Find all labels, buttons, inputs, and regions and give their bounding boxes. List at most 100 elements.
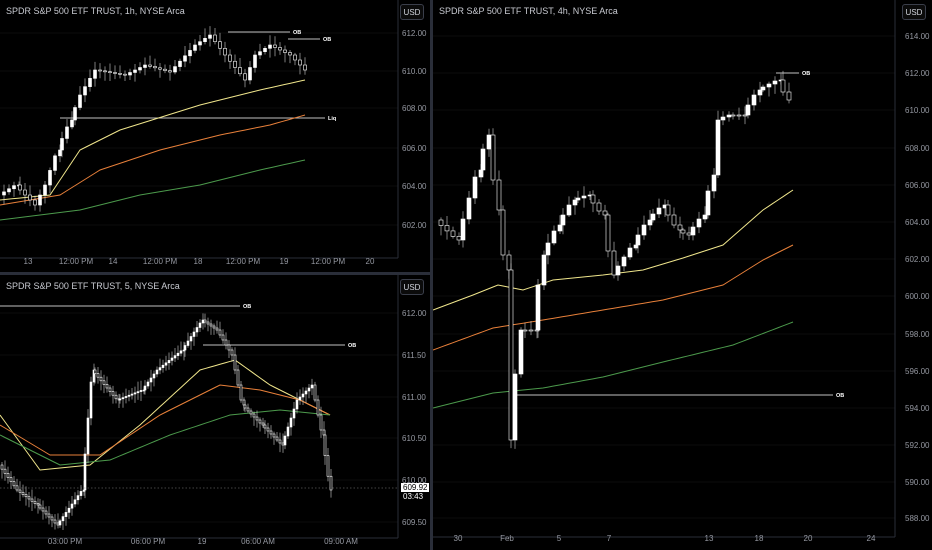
p3-candle — [456, 236, 462, 241]
p3-candle — [656, 207, 662, 215]
x-tick-label: 5 — [557, 534, 562, 543]
p1-candle — [138, 67, 142, 71]
p2-candle — [64, 512, 68, 517]
p2-candle — [127, 394, 131, 397]
p2-candle — [183, 345, 187, 351]
chart-title: SPDR S&P 500 ETF TRUST, 1h, NYSE Arca — [6, 6, 185, 16]
x-tick-label: 12:00 PM — [59, 257, 94, 266]
p2-candle — [218, 329, 222, 336]
ma-mid-line — [0, 384, 331, 456]
p3-candle — [736, 114, 742, 117]
y-tick-label: 614.00 — [905, 32, 930, 41]
p3-candle — [575, 197, 581, 201]
p2-candle — [124, 396, 128, 398]
p2-candle — [266, 427, 270, 432]
p2-candle — [198, 322, 202, 328]
ma-slow-line — [0, 409, 331, 466]
chart-canvas-4h[interactable]: 614.00 612.00 610.00 608.00 606.00 604.00 602.… — [433, 0, 932, 550]
p2-candle — [243, 404, 247, 409]
p2-candle — [161, 364, 165, 368]
p2-candle — [53, 519, 57, 524]
p3-candle — [512, 373, 518, 441]
p1-candle — [203, 38, 207, 42]
y-tick-label: 600.00 — [905, 292, 930, 301]
x-tick-label: 19 — [280, 257, 289, 266]
p2-candle — [9, 477, 13, 482]
y-tick-label: 609.50 — [402, 518, 427, 527]
p2-candle — [275, 436, 279, 441]
p2-candle — [201, 319, 205, 324]
chart-canvas-1h[interactable]: 612.00 610.00 608.00 606.00 604.00 602.00 13 12… — [0, 0, 430, 272]
p2-candle — [6, 473, 10, 478]
p1-candle — [223, 48, 227, 56]
pane-divider-horizontal[interactable] — [0, 272, 430, 275]
p2-candle — [252, 413, 256, 418]
p3-candle — [566, 204, 572, 216]
p2-candle — [319, 414, 323, 431]
p2-candle — [27, 496, 31, 500]
p2-candle — [89, 381, 93, 419]
p1-candle — [148, 64, 152, 67]
p3-candle — [590, 194, 596, 204]
p1-candle — [303, 64, 307, 71]
p2-candle — [76, 495, 80, 501]
y-tick-label: 611.00 — [402, 393, 426, 402]
chart-pane-1h[interactable]: 612.00 610.00 608.00 606.00 604.00 602.00 13 12… — [0, 0, 430, 272]
p1-candle — [2, 191, 6, 196]
p3-candle — [677, 224, 683, 231]
p3-candle — [760, 86, 766, 91]
p3-candle — [711, 174, 717, 192]
p1-candle — [163, 68, 167, 71]
p2-candle — [111, 391, 115, 396]
p3-candle — [466, 197, 472, 220]
p2-candle — [3, 468, 7, 474]
y-tick-label: 588.00 — [905, 514, 930, 523]
x-tick-label: 06:00 AM — [241, 537, 275, 546]
p2-candle — [176, 352, 180, 356]
p2-candle — [186, 340, 190, 346]
p3-candle — [720, 116, 726, 121]
p2-candle — [298, 396, 302, 401]
x-tick-label: 18 — [755, 534, 764, 543]
p1-candle — [153, 66, 157, 69]
y-tick-label: 606.00 — [905, 181, 930, 190]
p2-candle — [167, 360, 171, 364]
currency-button[interactable]: USD — [400, 279, 424, 295]
p2-candle — [50, 516, 54, 521]
p3-candle — [665, 204, 671, 216]
p2-candle — [114, 394, 118, 400]
p2-candle — [61, 516, 65, 522]
p2-candle — [83, 453, 87, 491]
p1-candle — [88, 78, 92, 87]
ma-mid-line — [433, 244, 794, 351]
p3-candle — [444, 225, 450, 232]
p2-candle — [233, 354, 237, 371]
y-tick-label: 596.00 — [905, 367, 930, 376]
chart-pane-4h[interactable]: 614.00 612.00 610.00 608.00 606.00 604.00 602.… — [433, 0, 932, 550]
pane-divider-vertical[interactable] — [430, 0, 433, 550]
ma-fast-line — [0, 79, 306, 201]
x-tick-label: 14 — [109, 257, 118, 266]
y-tick-label: 590.00 — [905, 478, 930, 487]
p2-candle — [313, 384, 317, 401]
p2-candle — [96, 373, 100, 378]
chart-canvas-5m[interactable]: 612.00 611.50 611.00 610.50 610.00 609.50 03:0… — [0, 275, 430, 550]
p1-candle — [103, 70, 107, 73]
currency-button[interactable]: USD — [902, 4, 926, 20]
p3-candle — [478, 169, 484, 178]
chart-pane-5m[interactable]: 612.00 611.50 611.00 610.50 610.00 609.50 03:0… — [0, 275, 430, 550]
currency-button[interactable]: USD — [400, 4, 424, 20]
p1-candle — [118, 73, 122, 75]
p3-candle — [528, 329, 534, 332]
p3-candle — [472, 176, 478, 199]
p1-candle — [18, 184, 22, 191]
p3-candle — [460, 218, 466, 241]
p1-candle — [28, 194, 32, 201]
p3-candle — [680, 229, 686, 234]
y-tick-label: 610.00 — [402, 67, 427, 76]
p1-candle — [73, 107, 77, 121]
p2-candle — [18, 489, 22, 493]
p2-candle — [195, 327, 199, 333]
p1-candle — [193, 44, 197, 51]
x-tick-label: 13 — [24, 257, 33, 266]
